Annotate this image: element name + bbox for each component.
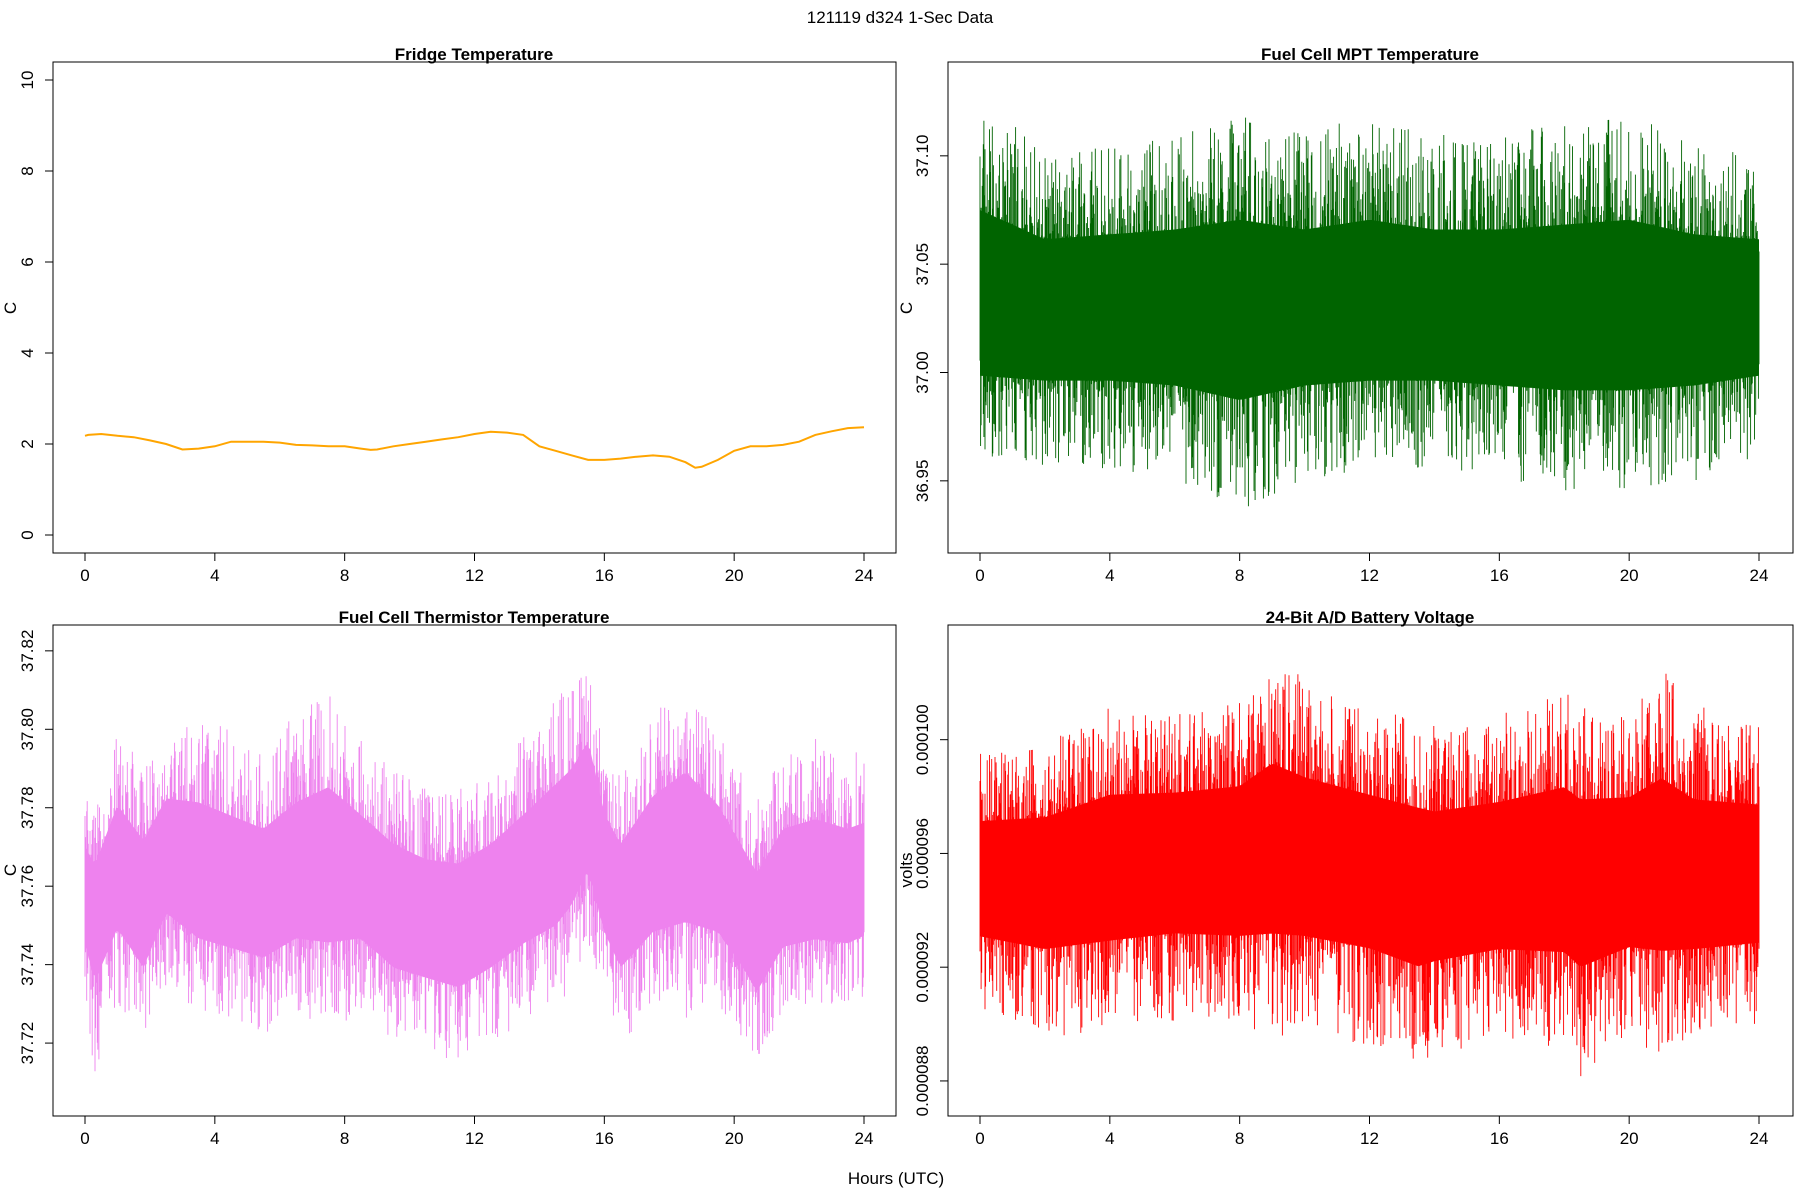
y-tick-label: 37.00 [913,351,932,394]
series-band [85,744,864,990]
x-tick-label: 12 [1360,1129,1379,1148]
x-tick-label: 24 [855,566,874,585]
y-tick-label: 2 [18,439,37,448]
series-band [980,210,1759,400]
series-band [980,763,1759,967]
x-tick-label: 4 [1105,1129,1114,1148]
series-line [84,426,865,469]
x-tick-label: 16 [1490,566,1509,585]
x-tick-label: 4 [210,1129,219,1148]
x-tick-label: 12 [465,566,484,585]
figure-suptitle: 121119 d324 1-Sec Data [807,8,994,27]
x-tick-label: 16 [595,1129,614,1148]
x-tick-label: 12 [1360,566,1379,585]
panel-fuel-cell-mpt-temperature: Fuel Cell MPT Temperature C 0 4 8 12 16 20 24 3… [897,45,1794,585]
y-tick-label: 37.72 [18,1022,37,1065]
x-tick-label: 16 [1490,1129,1509,1148]
y-tick-label: 37.78 [18,786,37,829]
x-tick-label: 0 [80,566,89,585]
y-tick-label: 10 [18,71,37,90]
panel-24-bit-ad-battery-voltage: 24-Bit A/D Battery Voltage volts 0 4 8 12 16… [897,608,1794,1148]
y-tick-label: 36.95 [913,460,932,503]
x-tick-label: 0 [80,1129,89,1148]
x-tick-label: 8 [340,566,349,585]
x-tick-label: 24 [1750,1129,1769,1148]
x-tick-label: 4 [210,566,219,585]
x-tick-label: 8 [1235,1129,1244,1148]
x-tick-label: 4 [1105,566,1114,585]
x-tick-label: 12 [465,1129,484,1148]
y-axis-label: C [897,302,916,314]
y-axis-label: volts [897,853,916,888]
x-tick-label: 16 [595,566,614,585]
y-tick-label: 0.000100 [913,704,932,775]
y-tick-label: 37.82 [18,630,37,673]
y-tick-label: 37.74 [18,943,37,986]
y-axis-label: C [1,302,20,314]
x-axis-label: Hours (UTC) [848,1169,944,1188]
x-tick-label: 24 [855,1129,874,1148]
x-tick-label: 20 [725,566,744,585]
panel-fuel-cell-thermistor-temperature: Fuel Cell Thermistor Temperature C 0 4 8 12… [1,608,897,1148]
y-tick-label: 0.000088 [913,1045,932,1116]
y-tick-label: 37.05 [913,243,932,286]
y-tick-label: 8 [18,166,37,175]
x-tick-label: 0 [975,1129,984,1148]
y-tick-label: 37.10 [913,135,932,178]
x-tick-label: 0 [975,566,984,585]
y-tick-label: 4 [18,348,37,357]
plot-frame [52,61,897,554]
y-tick-label: 37.80 [18,708,37,751]
panel-title: Fuel Cell Thermistor Temperature [339,608,610,627]
x-tick-label: 20 [1620,566,1639,585]
x-tick-label: 24 [1750,566,1769,585]
panel-title: 24-Bit A/D Battery Voltage [1266,608,1475,627]
y-tick-label: 6 [18,257,37,266]
y-axis-label: C [1,864,20,876]
y-tick-label: 37.76 [18,865,37,908]
y-tick-label: 0.000092 [913,932,932,1003]
x-tick-label: 8 [340,1129,349,1148]
x-tick-label: 20 [1620,1129,1639,1148]
x-tick-label: 20 [725,1129,744,1148]
x-tick-label: 8 [1235,566,1244,585]
panel-title: Fridge Temperature [395,45,553,64]
y-tick-label: 0.000096 [913,818,932,889]
y-tick-label: 0 [18,530,37,539]
panel-title: Fuel Cell MPT Temperature [1261,45,1479,64]
